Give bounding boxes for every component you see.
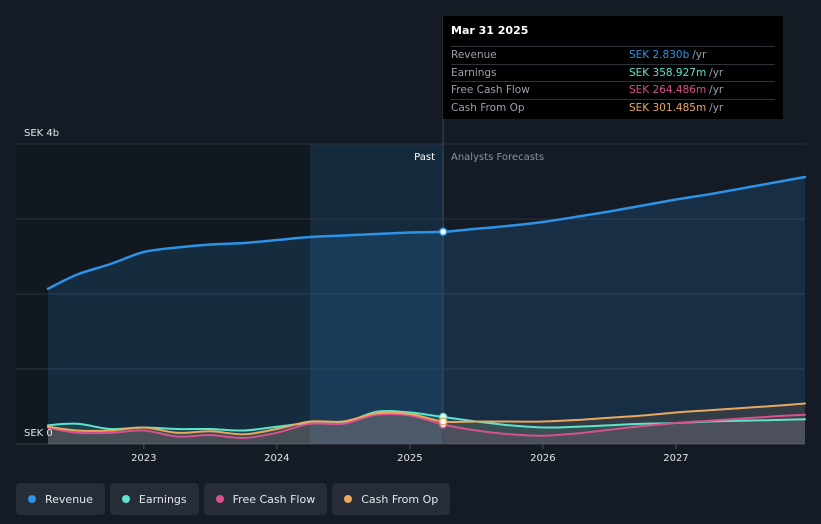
tooltip-label: Earnings	[451, 66, 497, 79]
tooltip-row-revenue: Revenue SEK 2.830b /yr	[451, 46, 775, 64]
legend-dot-icon	[215, 495, 224, 503]
area-free-cash-flow	[48, 413, 805, 444]
gridlines	[16, 143, 805, 445]
series-lines	[46, 175, 807, 440]
marker-cash-from-op	[438, 417, 448, 426]
tooltip-row-free-cash-flow: Free Cash Flow SEK 264.486m /yr	[451, 81, 775, 99]
tooltip-unit: /yr	[692, 49, 707, 61]
tooltip-markers	[438, 227, 448, 429]
tooltip-label: Free Cash Flow	[451, 84, 530, 96]
x-tick-label: 2027	[663, 453, 688, 464]
x-tick-label: 2024	[264, 453, 289, 464]
tooltip-value: SEK 264.486m	[629, 84, 707, 96]
legend-item-revenue[interactable]: Revenue	[16, 483, 105, 515]
legend-label: Cash From Op	[361, 492, 439, 506]
legend-label: Free Cash Flow	[232, 492, 316, 506]
legend-item-earnings[interactable]: Earnings	[109, 483, 199, 515]
tooltip-unit: /yr	[709, 101, 724, 114]
tooltip-row-earnings: Earnings SEK 358.927m /yr	[451, 63, 775, 82]
past-label: Past	[414, 152, 435, 163]
legend: Revenue Earnings Free Cash Flow Cash Fro…	[16, 483, 451, 515]
tooltip-unit: /yr	[709, 66, 724, 79]
legend-dot-icon	[121, 495, 130, 503]
tooltip-value: SEK 358.927m	[629, 66, 707, 79]
x-tick-label: 2026	[530, 453, 555, 464]
tooltip-row-cash-from-op: Cash From Op SEK 301.485m /yr	[451, 98, 775, 117]
tooltip-value: SEK 301.485m	[629, 101, 707, 114]
area-earnings	[48, 410, 805, 444]
legend-item-cash-from-op[interactable]: Cash From Op	[332, 483, 451, 515]
legend-label: Revenue	[45, 492, 93, 506]
marker-revenue	[438, 227, 448, 236]
line-revenue	[46, 175, 807, 291]
y-axis-top-label: SEK 4b	[24, 128, 59, 139]
tooltip-label: Revenue	[451, 49, 497, 61]
line-cash-from-op	[47, 402, 806, 436]
area-cash-from-op	[48, 403, 805, 444]
tooltip-date: Mar 31 2025	[451, 24, 529, 37]
forecast-label: Analysts Forecasts	[451, 152, 544, 163]
legend-item-free-cash-flow[interactable]: Free Cash Flow	[203, 483, 328, 515]
legend-dot-icon	[28, 495, 36, 503]
x-tick-label: 2023	[131, 453, 156, 464]
legend-dot-icon	[344, 495, 353, 503]
tooltip-unit: /yr	[709, 84, 724, 96]
x-tick-label: 2025	[397, 453, 422, 464]
line-free-cash-flow	[47, 412, 806, 440]
tooltip-label: Cash From Op	[451, 101, 525, 114]
legend-label: Earnings	[138, 492, 187, 506]
y-axis-bottom-label: SEK 0	[24, 428, 53, 439]
tooltip-value: SEK 2.830b	[629, 49, 690, 61]
x-axis-ticks: 2023 2024 2025 2026 2027	[131, 444, 689, 464]
tooltip: Mar 31 2025 Revenue SEK 2.830b /yr Earni…	[443, 16, 783, 119]
